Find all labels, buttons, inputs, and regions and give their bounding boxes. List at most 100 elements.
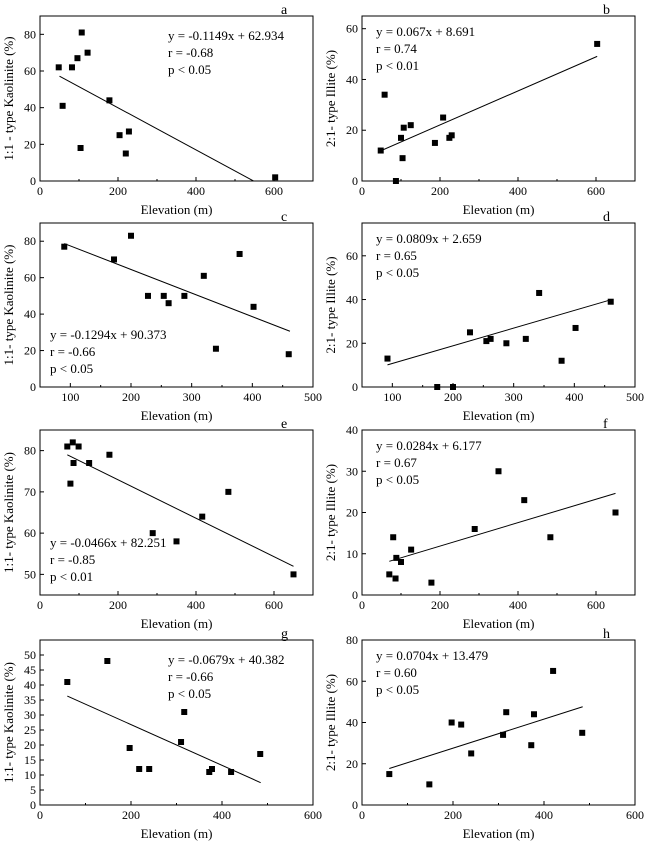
x-tick-label: 600 xyxy=(265,598,283,612)
data-point xyxy=(466,329,473,336)
data-point xyxy=(257,751,264,757)
x-tick-label: 200 xyxy=(431,598,449,612)
annotation-line: y = -0.0466x + 82.251 xyxy=(50,535,167,550)
panel-e: 0 200 400 600 50 60 70 80 Elevation (m) 1:1- type… xyxy=(1,417,314,631)
data-point xyxy=(440,114,447,121)
data-point xyxy=(487,335,494,342)
data-point xyxy=(381,91,388,98)
data-point xyxy=(55,64,62,71)
data-point xyxy=(547,534,554,541)
y-tick-label: 0 xyxy=(352,174,358,188)
x-tick-label: 0 xyxy=(37,184,43,198)
data-point xyxy=(495,468,502,475)
data-point xyxy=(398,134,404,141)
y-tick-label: 20 xyxy=(346,123,358,137)
y-tick-label: 80 xyxy=(346,633,358,647)
annotation-line: r = -0.68 xyxy=(168,45,213,60)
data-point xyxy=(448,132,455,139)
annotation-line: p < 0.05 xyxy=(168,62,211,77)
x-tick-label: 400 xyxy=(509,598,527,612)
plot-frame xyxy=(39,15,314,182)
annotation-line: p < 0.01 xyxy=(50,569,93,584)
data-point xyxy=(125,128,132,135)
panel-a: 0 200 400 600 0 20 40 60 80 Elevation (m) 1:1 - ty… xyxy=(1,3,314,217)
annotation-line: p < 0.01 xyxy=(376,58,419,73)
data-point xyxy=(64,443,71,450)
data-point xyxy=(200,272,207,279)
data-point xyxy=(106,97,113,104)
data-point xyxy=(146,766,153,772)
panel-f: 0 200 400 600 0 10 20 30 40 Elevation (m) 2:1- typ… xyxy=(323,417,636,631)
x-tick-label: 300 xyxy=(183,390,201,404)
data-point xyxy=(503,340,510,347)
data-point xyxy=(77,145,84,151)
annotation-line: r = -0.66 xyxy=(50,344,96,359)
annotation-line: r = -0.66 xyxy=(168,669,214,684)
data-point xyxy=(68,64,75,71)
plot-frame xyxy=(39,429,314,596)
data-point xyxy=(86,460,93,466)
y-tick-label: 40 xyxy=(24,678,36,692)
panel-h: 0 200 400 600 0 20 40 60 80 Elevation (m) 2:1- typ… xyxy=(323,627,644,841)
x-axis-label: Elevation (m) xyxy=(141,408,213,423)
data-point xyxy=(285,351,292,358)
y-tick-label: 60 xyxy=(346,674,358,688)
y-tick-label: 15 xyxy=(24,753,36,767)
data-point xyxy=(594,40,601,47)
annotation-line: p < 0.05 xyxy=(50,361,93,376)
x-tick-label: 100 xyxy=(383,390,401,404)
y-tick-label: 40 xyxy=(24,307,36,321)
regression-line xyxy=(59,75,254,182)
data-point xyxy=(377,147,384,154)
annotation-line: p < 0.05 xyxy=(376,472,419,487)
annotation-line: r = -0.85 xyxy=(50,552,95,567)
annotation-line: y = -0.0679x + 40.382 xyxy=(168,652,285,667)
y-axis-label: 1:1- type Kaolinite (%) xyxy=(1,662,16,783)
data-point xyxy=(178,739,185,745)
x-tick-label: 0 xyxy=(37,808,43,822)
data-point xyxy=(84,49,91,56)
panel-d: 100 200 300 400 500 0 20 40 60 Elevation (m) 2:1- … xyxy=(323,210,644,423)
x-tick-label: 100 xyxy=(61,390,79,404)
y-tick-label: 50 xyxy=(24,648,36,662)
x-tick-label: 200 xyxy=(444,808,462,822)
data-point xyxy=(530,711,537,718)
data-point xyxy=(434,384,441,390)
panel-b: 0 200 400 600 0 20 40 60 Elevation (m) 2:1- type … xyxy=(323,3,636,217)
x-axis-label: Elevation (m) xyxy=(463,408,535,423)
x-tick-label: 600 xyxy=(304,808,322,822)
x-tick-label: 400 xyxy=(535,808,553,822)
data-point xyxy=(64,679,71,685)
y-tick-label: 40 xyxy=(346,716,358,730)
y-tick-label: 80 xyxy=(24,27,36,41)
y-tick-label: 0 xyxy=(30,798,36,812)
data-point xyxy=(181,709,188,715)
regression-line xyxy=(67,695,261,784)
data-point xyxy=(579,729,586,736)
y-tick-label: 40 xyxy=(24,101,36,115)
y-tick-label: 10 xyxy=(24,768,36,782)
y-tick-label: 0 xyxy=(30,174,36,188)
data-point xyxy=(503,709,510,716)
data-point xyxy=(128,232,134,239)
annotation-line: r = 0.65 xyxy=(376,248,417,263)
x-tick-label: 200 xyxy=(122,808,140,822)
panel-letter: g xyxy=(281,627,288,642)
x-tick-label: 600 xyxy=(626,808,644,822)
data-point xyxy=(400,124,407,131)
panel-letter: a xyxy=(281,3,288,18)
data-point xyxy=(122,150,129,157)
annotation-line: r = 0.67 xyxy=(376,455,417,470)
plot-frame xyxy=(361,222,636,388)
x-tick-label: 200 xyxy=(431,184,449,198)
x-tick-label: 200 xyxy=(444,390,462,404)
y-tick-label: 40 xyxy=(346,72,358,86)
data-point xyxy=(126,745,133,751)
data-point xyxy=(165,300,172,307)
x-tick-label: 600 xyxy=(587,184,605,198)
x-tick-label: 400 xyxy=(187,598,205,612)
y-tick-label: 60 xyxy=(24,271,36,285)
data-point xyxy=(393,554,400,561)
data-point xyxy=(78,29,85,36)
